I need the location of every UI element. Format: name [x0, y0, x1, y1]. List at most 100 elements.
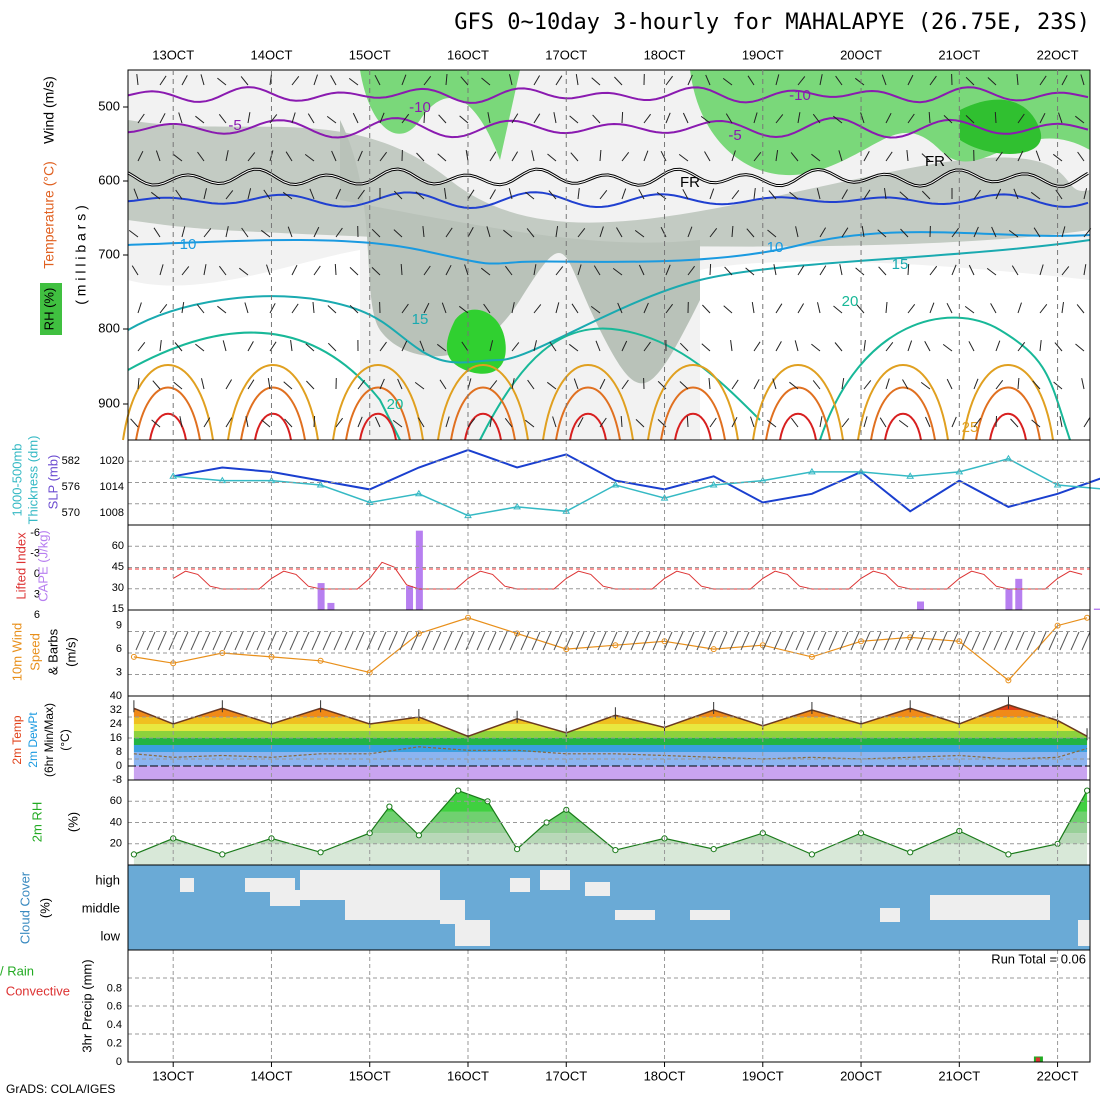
- wind-barb: [841, 189, 848, 200]
- wind-barb-10m: [641, 631, 651, 651]
- wind-barb: [423, 265, 431, 276]
- wind-barb: [371, 267, 381, 276]
- cloud-gap: [440, 900, 460, 924]
- wind-barb: [553, 112, 557, 124]
- wind-barb: [152, 380, 161, 390]
- wind-barb: [203, 188, 207, 200]
- wind-barb: [617, 302, 623, 314]
- wind-barb: [942, 343, 953, 352]
- wind-barb: [155, 150, 161, 162]
- wind-barb: [159, 303, 168, 314]
- wind-barb: [417, 417, 425, 428]
- wind-barb: [261, 419, 271, 428]
- contour-label: 10: [767, 239, 784, 256]
- wind-barb: [879, 417, 887, 428]
- wind-barb: [401, 303, 409, 314]
- level-label-600: 600: [98, 172, 120, 187]
- wind-barb: [995, 379, 1004, 390]
- thickness-marker: [709, 481, 718, 488]
- wind-barb-10m: [1059, 631, 1069, 651]
- wind-barb: [130, 418, 139, 428]
- x-tick-top: 19OCT: [742, 47, 784, 62]
- wind-barb: [731, 379, 739, 390]
- rh-blob-core: [960, 99, 1042, 154]
- wind-barb: [1030, 191, 1041, 200]
- contour-label: 25: [962, 419, 979, 436]
- wind-barb-10m: [553, 631, 563, 651]
- wind-barb: [241, 227, 249, 238]
- wind-barb: [730, 340, 733, 352]
- wind-barb: [575, 74, 579, 86]
- wind-barb: [508, 188, 513, 200]
- wind-barb-10m: [575, 631, 585, 651]
- isotherm-10: [127, 231, 1091, 265]
- ylabel-millibars: ( m i l l i b a r s ): [73, 205, 89, 305]
- wind-barb: [197, 151, 205, 162]
- wind-barb-10m: [982, 631, 992, 651]
- wind-barb: [987, 77, 997, 86]
- wind-barb-10m: [696, 631, 706, 651]
- wind-barb: [266, 264, 271, 276]
- contour-label: FR: [680, 174, 700, 191]
- isotherm-30: [870, 386, 936, 441]
- rh-marker: [907, 849, 914, 856]
- wind-barb: [269, 303, 276, 314]
- wind-barb: [464, 264, 469, 276]
- cape-bar: [327, 602, 335, 610]
- wind-barb: [921, 190, 931, 200]
- wind-barb-10m: [762, 631, 772, 651]
- wind-barb: [621, 379, 629, 390]
- wind-barb: [812, 113, 821, 124]
- x-tick-bottom: 14OCT: [251, 1068, 293, 1083]
- x-tick-top: 22OCT: [1037, 47, 1079, 62]
- wind-barb: [436, 343, 447, 352]
- wind-barb: [753, 379, 760, 390]
- wind-barb: [973, 378, 979, 390]
- wind-barb: [416, 152, 425, 162]
- ylabel-wind10-0: 10m Wind: [9, 623, 24, 682]
- wind-barb: [460, 76, 469, 86]
- temp-band: [133, 745, 1088, 752]
- x-tick-bottom: 15OCT: [349, 1068, 391, 1083]
- wind-barb: [573, 378, 579, 390]
- wind-barb: [379, 151, 388, 162]
- wind-barb: [1039, 340, 1042, 352]
- ylabel-temp2m-3: (°C): [58, 729, 72, 750]
- wind-barb: [1055, 189, 1063, 200]
- isotherm-30: [345, 386, 411, 441]
- wind-barb: [577, 188, 580, 200]
- wind-barb: [555, 226, 559, 238]
- wind-barb: [1061, 226, 1066, 238]
- thickness-marker: [414, 489, 423, 497]
- wind-barb-10m: [718, 631, 728, 651]
- wind-barb: [465, 150, 469, 162]
- wind-barb: [225, 417, 233, 428]
- wind-barb: [797, 303, 805, 314]
- wind-barb: [1039, 75, 1047, 86]
- wind-barb: [709, 417, 717, 428]
- cloud-gap: [615, 910, 655, 920]
- lifted-tick: -3: [30, 547, 40, 559]
- rh-marker: [455, 787, 462, 794]
- freezing-level-inner: [127, 168, 1089, 187]
- slp-line: [173, 448, 1100, 513]
- wind-barb: [334, 263, 337, 276]
- wind-barb: [946, 302, 953, 314]
- wind-barb: [290, 340, 293, 352]
- x-tick-top: 16OCT: [447, 47, 489, 62]
- cloud-row-low: low: [100, 928, 120, 943]
- wind-barb-10m: [245, 631, 255, 651]
- wind-barb: [679, 342, 689, 352]
- wind-barb-10m: [311, 631, 321, 651]
- wind-barb: [877, 229, 887, 238]
- wind-barb-10m: [586, 631, 596, 651]
- rh-marker: [514, 846, 521, 853]
- wind-barb: [533, 304, 542, 314]
- wind-barb-10m: [949, 631, 959, 651]
- rh-marker: [1005, 851, 1012, 858]
- precip-tick: 0.8: [107, 982, 122, 994]
- rh-band: [133, 843, 1088, 865]
- wind-barb: [665, 112, 671, 124]
- rh-bands: [133, 790, 1088, 865]
- wind-barb-10m: [685, 631, 695, 651]
